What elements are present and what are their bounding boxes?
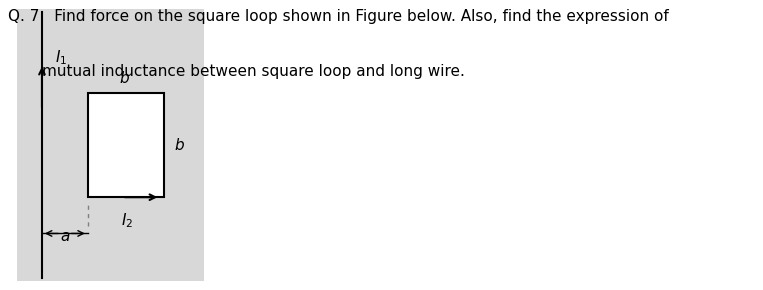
Text: $b$: $b$: [119, 70, 130, 86]
Text: mutual inductance between square loop and long wire.: mutual inductance between square loop an…: [42, 64, 465, 79]
Bar: [88, 93, 164, 197]
Text: $b$: $b$: [174, 137, 185, 153]
Text: $a$: $a$: [60, 229, 70, 244]
Text: Q. 7:  Find force on the square loop shown in Figure below. Also, find the expre: Q. 7: Find force on the square loop show…: [8, 9, 668, 24]
Text: $I_2$: $I_2$: [121, 212, 133, 230]
Bar: [17, 9, 204, 281]
Text: $I_1$: $I_1$: [55, 49, 67, 67]
